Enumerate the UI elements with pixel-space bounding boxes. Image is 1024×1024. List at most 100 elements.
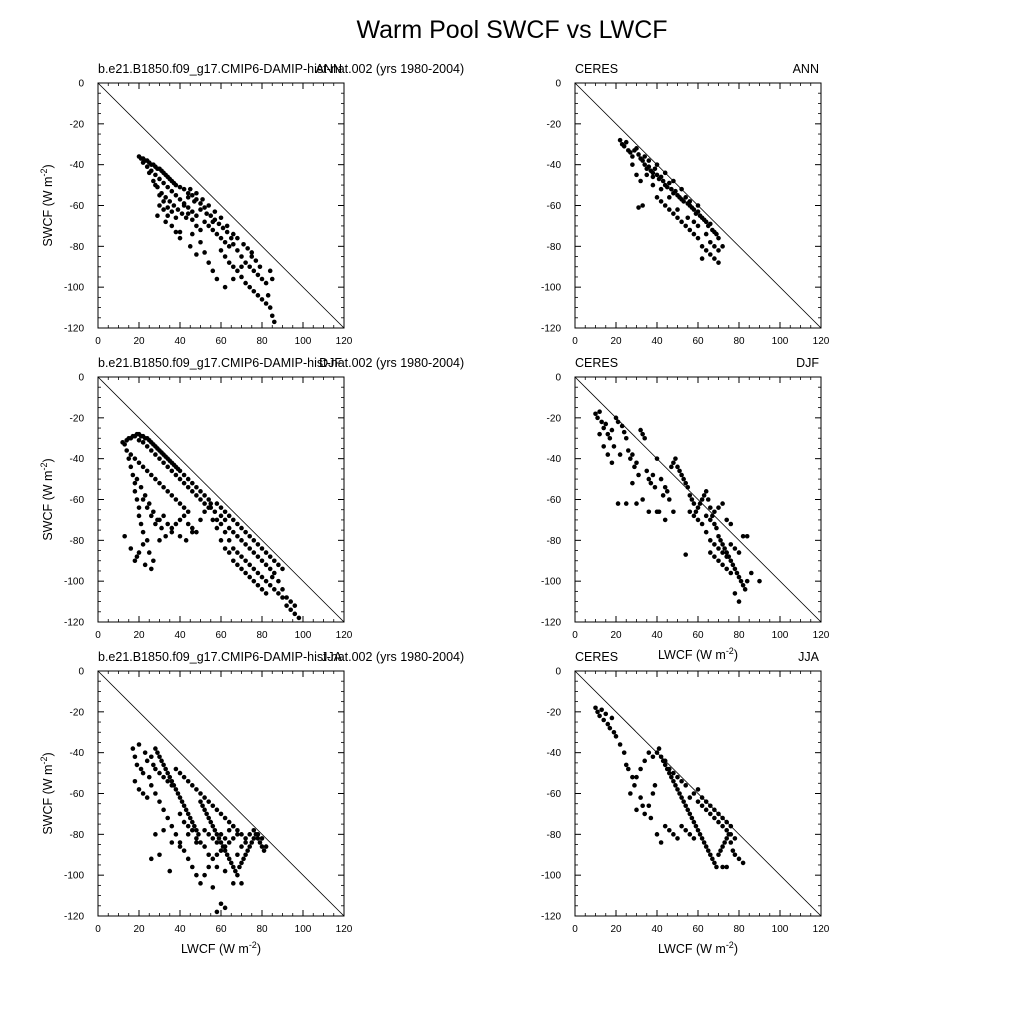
- data-point: [603, 711, 609, 717]
- data-point: [730, 848, 736, 853]
- data-point: [198, 840, 203, 845]
- data-point: [214, 909, 220, 915]
- data-point: [181, 505, 187, 510]
- scatter-points: [120, 431, 302, 621]
- data-point: [683, 552, 688, 557]
- data-point: [669, 186, 674, 192]
- data-point: [243, 260, 248, 265]
- data-point: [605, 721, 611, 727]
- data-point: [740, 860, 746, 866]
- data-point: [720, 244, 725, 249]
- data-point: [699, 244, 705, 249]
- panel-season-label: ANN: [316, 62, 342, 76]
- data-point: [695, 787, 701, 792]
- data-point: [675, 836, 680, 841]
- data-point: [185, 823, 191, 829]
- data-point: [136, 505, 142, 510]
- y-tick-label: -60: [70, 201, 85, 212]
- data-point: [187, 244, 193, 249]
- y-tick-label: -80: [70, 830, 85, 841]
- data-point: [142, 493, 148, 498]
- data-point: [667, 207, 672, 212]
- x-tick-label: 120: [336, 630, 353, 641]
- data-point: [671, 509, 676, 515]
- data-point: [247, 533, 252, 539]
- data-point: [716, 819, 721, 825]
- data-point: [194, 840, 199, 845]
- data-point: [210, 268, 216, 274]
- data-point: [648, 480, 654, 486]
- data-point: [185, 521, 191, 527]
- data-point: [272, 319, 277, 325]
- data-point: [157, 203, 162, 208]
- data-point: [231, 241, 236, 247]
- data-point: [708, 538, 713, 543]
- data-point: [642, 162, 647, 167]
- data-point: [136, 787, 142, 792]
- data-point: [194, 787, 199, 792]
- data-point: [749, 570, 754, 576]
- data-point: [165, 205, 170, 210]
- data-point: [134, 497, 140, 502]
- data-point: [699, 521, 705, 527]
- data-point: [736, 856, 742, 862]
- data-point: [173, 192, 179, 198]
- data-point: [190, 231, 195, 237]
- data-point: [728, 521, 734, 527]
- data-point: [675, 787, 680, 792]
- data-point: [642, 435, 647, 441]
- data-point: [239, 264, 244, 270]
- data-point: [685, 807, 691, 813]
- data-point: [605, 431, 611, 437]
- data-point: [691, 231, 697, 237]
- data-point: [208, 501, 214, 506]
- data-point: [190, 783, 195, 788]
- y-tick-label: -60: [547, 201, 562, 212]
- data-point: [202, 844, 207, 849]
- data-point: [296, 615, 302, 621]
- data-point: [712, 244, 717, 249]
- data-point: [720, 562, 725, 568]
- data-point: [699, 836, 705, 841]
- data-point: [697, 501, 703, 506]
- data-point: [169, 783, 175, 788]
- data-point: [636, 205, 641, 210]
- data-point: [216, 836, 222, 841]
- data-point: [654, 172, 660, 178]
- data-point: [681, 476, 686, 482]
- data-point: [683, 803, 688, 809]
- data-point: [181, 203, 187, 208]
- data-point: [671, 178, 676, 184]
- data-point: [642, 758, 647, 764]
- data-point: [224, 229, 230, 235]
- x-tick-label: 0: [572, 336, 578, 347]
- data-point: [599, 707, 604, 713]
- data-point: [630, 154, 635, 159]
- data-point: [646, 803, 652, 809]
- data-point: [601, 425, 606, 431]
- data-point: [679, 472, 684, 478]
- data-point: [691, 819, 697, 825]
- data-point: [253, 258, 259, 263]
- data-point: [609, 460, 615, 466]
- data-point: [626, 448, 631, 453]
- data-point: [183, 807, 189, 813]
- data-point: [173, 787, 179, 792]
- data-point: [226, 244, 232, 249]
- data-point: [724, 827, 729, 833]
- data-point: [130, 746, 136, 751]
- data-point: [144, 505, 150, 510]
- data-point: [251, 550, 257, 555]
- data-point: [214, 501, 220, 506]
- data-point: [714, 864, 719, 870]
- data-point: [247, 832, 252, 837]
- x-tick-label: 80: [733, 630, 745, 641]
- data-point: [241, 856, 246, 862]
- data-point: [263, 591, 269, 596]
- data-point: [255, 272, 261, 278]
- data-point: [658, 840, 664, 845]
- y-tick-label: 0: [78, 79, 84, 90]
- data-point: [224, 223, 230, 229]
- data-point: [161, 762, 166, 768]
- data-point: [662, 203, 668, 208]
